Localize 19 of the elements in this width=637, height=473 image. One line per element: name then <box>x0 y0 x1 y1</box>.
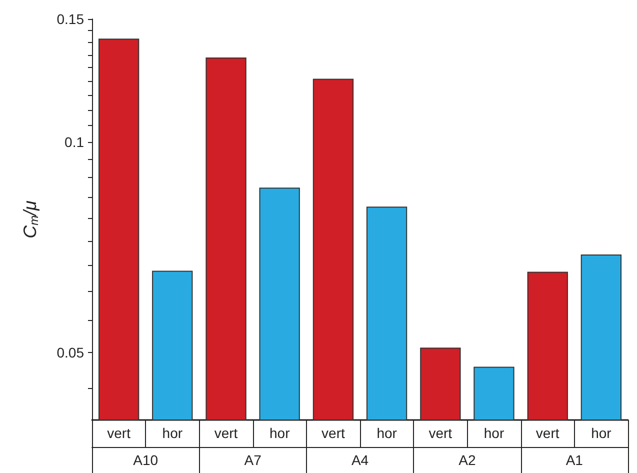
y-tick-label: 0.1 <box>64 134 84 150</box>
x-tick-label: A2 <box>458 452 476 468</box>
series-label: vert <box>107 425 131 441</box>
text: hor <box>591 425 612 441</box>
text: vert <box>536 425 560 441</box>
y-axis-title: Cm/μ <box>20 200 41 238</box>
text: hor <box>484 425 504 441</box>
x-tick-label: A1 <box>566 452 584 468</box>
y-tick-label: 0.15 <box>56 11 84 27</box>
text: hor <box>269 425 290 441</box>
text: hor <box>376 425 397 441</box>
series-label: hor <box>162 425 183 441</box>
x-tick-label: A4 <box>351 452 369 468</box>
x-tick-label: A7 <box>244 452 262 468</box>
y-tick-label: 0.05 <box>56 344 84 360</box>
x-tick-label: A10 <box>133 452 158 468</box>
text: vert <box>214 425 238 441</box>
text: vert <box>322 425 345 441</box>
text: vert <box>428 425 452 441</box>
